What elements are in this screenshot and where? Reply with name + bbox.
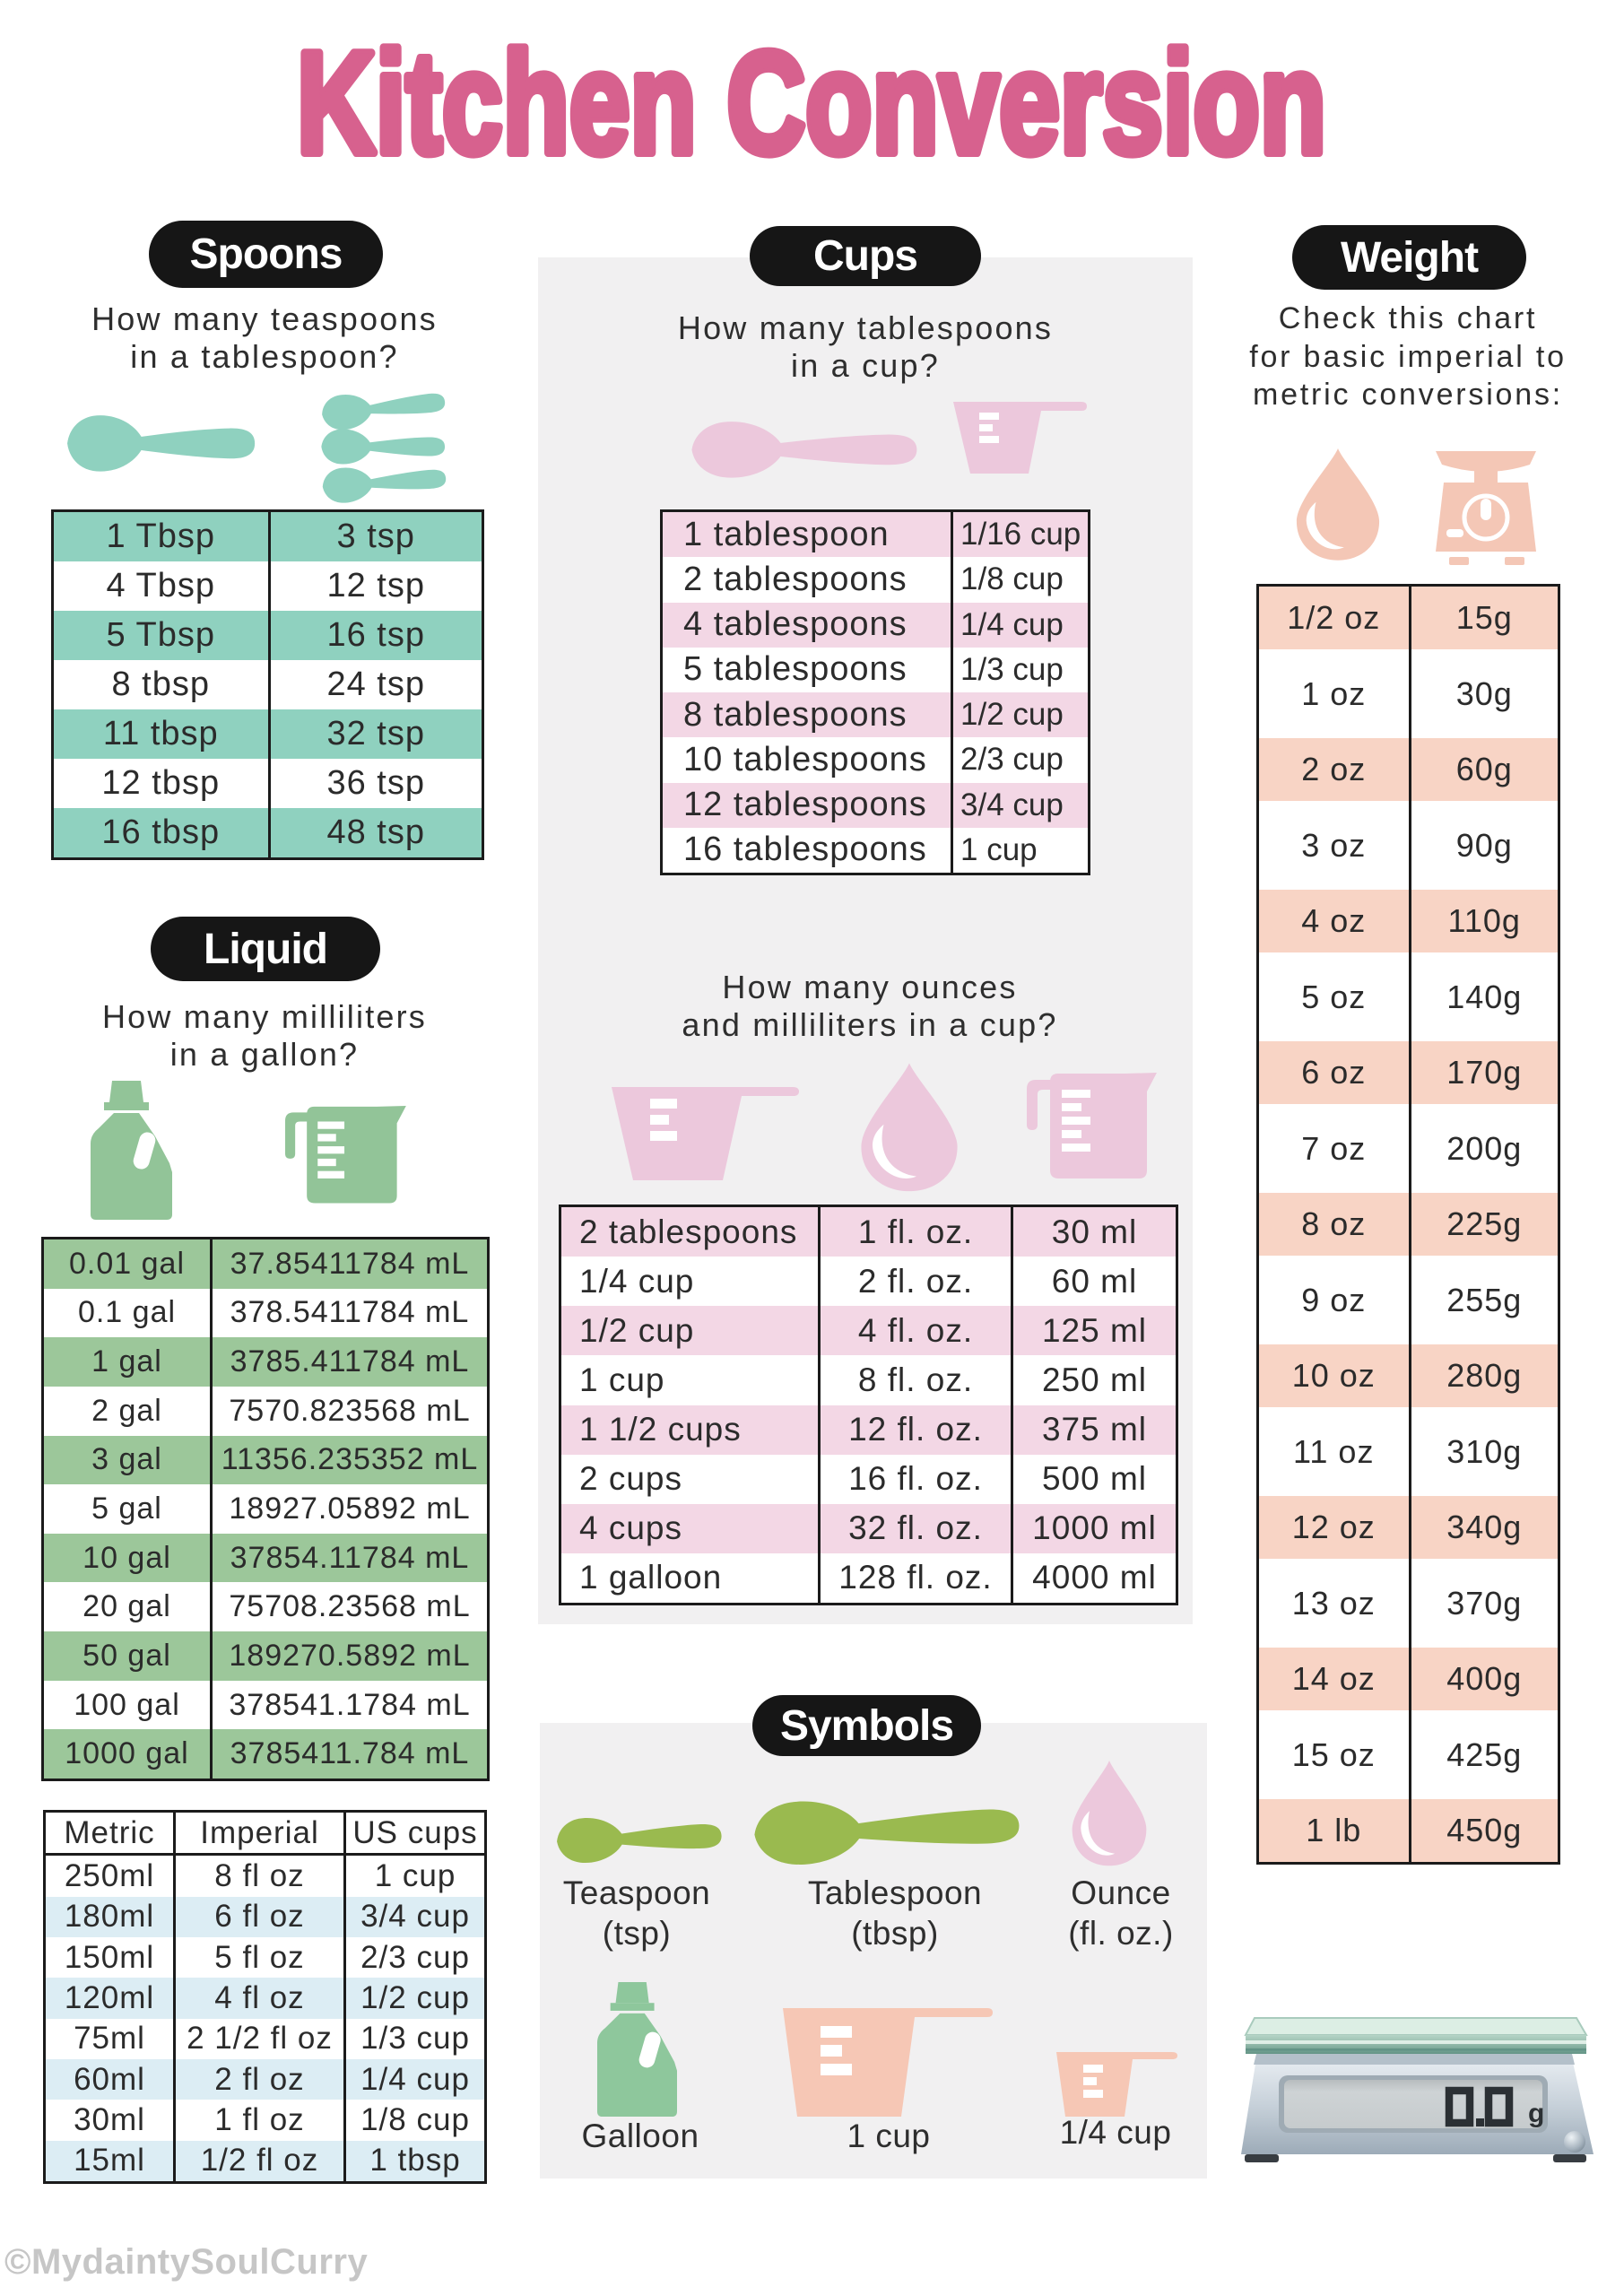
svg-text:Kitchen Conversion: Kitchen Conversion	[297, 22, 1326, 184]
svg-text:g: g	[1528, 2099, 1544, 2128]
